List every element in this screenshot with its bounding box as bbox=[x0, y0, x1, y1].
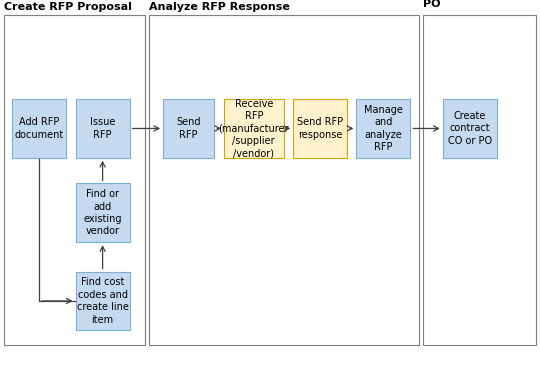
Bar bbox=[4, 15, 145, 345]
Bar bbox=[356, 99, 410, 158]
Bar bbox=[293, 99, 347, 158]
Text: Create RFP Proposal: Create RFP Proposal bbox=[4, 2, 132, 12]
Bar bbox=[443, 99, 497, 158]
Text: Find cost
codes and
create line
item: Find cost codes and create line item bbox=[77, 277, 129, 324]
Text: Manage
and
analyze
RFP: Manage and analyze RFP bbox=[364, 105, 403, 152]
Text: Issue
RFP: Issue RFP bbox=[90, 117, 115, 140]
Bar bbox=[224, 99, 284, 158]
Text: Add RFP
document: Add RFP document bbox=[14, 117, 64, 140]
Text: Find or
add
existing
vendor: Find or add existing vendor bbox=[83, 189, 122, 236]
Bar bbox=[163, 99, 214, 158]
Text: Create
Contract CO or
PO: Create Contract CO or PO bbox=[423, 0, 516, 9]
Text: Send RFP
response: Send RFP response bbox=[297, 117, 343, 140]
Text: Create
contract
CO or PO: Create contract CO or PO bbox=[448, 111, 492, 146]
Text: Analyze RFP Response: Analyze RFP Response bbox=[149, 2, 290, 12]
Bar bbox=[76, 99, 130, 158]
Bar bbox=[149, 15, 419, 345]
Bar bbox=[12, 99, 66, 158]
Text: Receive
RFP
(manufacturer
/supplier
/vendor): Receive RFP (manufacturer /supplier /ven… bbox=[219, 99, 289, 158]
Text: Send
RFP: Send RFP bbox=[177, 117, 201, 140]
Bar bbox=[423, 15, 536, 345]
Bar bbox=[76, 184, 130, 242]
Bar bbox=[76, 272, 130, 330]
